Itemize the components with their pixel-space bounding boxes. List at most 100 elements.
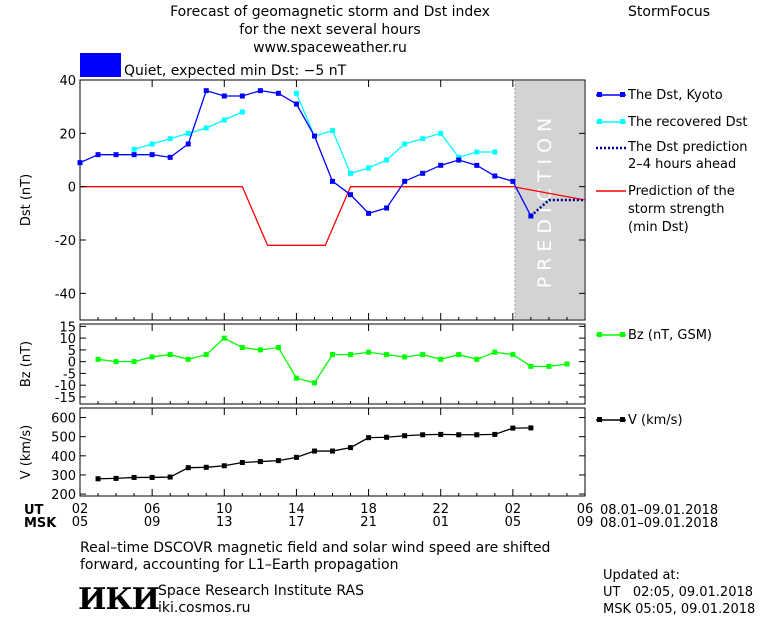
- dst-kyoto-point: [113, 152, 119, 158]
- bz-line: [97, 337, 568, 384]
- bz-point: [366, 349, 372, 355]
- legend-dst-marker: [597, 92, 602, 97]
- recovered-dst-point: [293, 90, 299, 96]
- v-point: [474, 432, 480, 438]
- chart-title: Forecast of geomagnetic storm and Dst in…: [130, 3, 530, 57]
- v-ytick-label: 400: [51, 450, 76, 465]
- dst-kyoto-point: [221, 93, 227, 99]
- ut-tick-label: 02: [505, 502, 522, 517]
- bz-point: [293, 375, 299, 381]
- footer-note-line-1: Real–time DSCOVR magnetic field and sola…: [80, 540, 551, 556]
- recovered-dst-point: [420, 136, 426, 142]
- brand-name: StormFocus: [628, 4, 711, 20]
- recovered-dst-point: [474, 149, 480, 155]
- dst-kyoto-point: [131, 152, 137, 158]
- dst-kyoto-point: [492, 173, 498, 179]
- dst-kyoto-point: [474, 162, 480, 168]
- dst-kyoto-point: [95, 152, 101, 158]
- bz-point: [203, 352, 209, 358]
- v-point: [348, 445, 354, 451]
- bz-point: [311, 380, 317, 386]
- dst-kyoto-point: [456, 157, 462, 163]
- legend-recovered-label: The recovered Dst: [628, 115, 748, 130]
- v-point: [384, 434, 390, 440]
- dst-kyoto-point: [257, 88, 263, 94]
- recovered-dst-point: [149, 141, 155, 147]
- v-point: [95, 476, 101, 482]
- recovered-dst-point: [438, 130, 444, 136]
- ut-axis-label: UT: [24, 503, 44, 518]
- ut-tick-label: 10: [216, 502, 233, 517]
- updated-ut: UT 02:05, 09.01.2018: [603, 585, 754, 600]
- msk-tick-label: 17: [288, 515, 305, 530]
- msk-axis-label: MSK: [24, 516, 57, 531]
- status-text: Quiet, expected min Dst: −5 nT: [124, 63, 347, 79]
- bz-ytick-label: -15: [55, 391, 76, 406]
- recovered-dst-point: [167, 136, 173, 142]
- ut-tick-label: 06: [577, 502, 594, 517]
- prediction-label: PREDICTION: [534, 112, 556, 289]
- iki-logo: ИКИ: [78, 582, 160, 617]
- legend-v-marker: [597, 417, 602, 422]
- dst-kyoto-point: [384, 205, 390, 211]
- dst-ytick-label: 20: [59, 127, 76, 142]
- recovered-dst-point: [185, 130, 191, 136]
- recovered-dst-point: [239, 109, 245, 115]
- title-line-1: Forecast of geomagnetic storm and Dst in…: [170, 4, 490, 20]
- bz-point: [113, 359, 119, 365]
- dst-kyoto-point: [293, 101, 299, 107]
- ut-tick-label: 18: [360, 502, 377, 517]
- dst-kyoto-point: [149, 152, 155, 158]
- legend-svg: [596, 92, 626, 422]
- msk-tick-label: 09: [577, 515, 594, 530]
- recovered-dst-point: [402, 141, 408, 147]
- v-point: [420, 432, 426, 438]
- bz-point: [438, 356, 444, 362]
- footer-note-line-2: forward, accounting for L1–Earth propaga…: [80, 557, 399, 573]
- bz-panel-frame: [79, 323, 586, 405]
- bz-point: [348, 352, 354, 358]
- dst-kyoto-point: [167, 154, 173, 160]
- dst-kyoto-point: [510, 178, 516, 184]
- bz-ytick-label: 10: [59, 332, 76, 347]
- dst-kyoto-line: [79, 89, 532, 217]
- dst-kyoto-point: [402, 178, 408, 184]
- recovered-dst-point: [384, 157, 390, 163]
- bz-point: [275, 345, 281, 351]
- dst-ytick-label: 0: [68, 181, 76, 196]
- legend-pred-label-1: The Dst prediction: [628, 140, 748, 155]
- bz-ytick-label: -5: [63, 367, 76, 382]
- bz-point: [474, 356, 480, 362]
- dst-kyoto-point: [203, 88, 209, 94]
- source-url: www.spaceweather.ru: [253, 40, 407, 56]
- v-ytick-label: 600: [51, 412, 76, 427]
- bz-point: [95, 356, 101, 362]
- dst-ytick-label: -40: [55, 287, 76, 302]
- v-point: [275, 458, 281, 464]
- storm-strength-line: [80, 186, 586, 246]
- ut-tick-label: 14: [288, 502, 305, 517]
- msk-tick-label: 13: [216, 515, 233, 530]
- institute-site: iki.cosmos.ru: [158, 600, 251, 616]
- v-point: [203, 464, 209, 470]
- bz-point: [420, 352, 426, 358]
- ut-tick-label: 02: [72, 502, 89, 517]
- legend-pred-label-2: 2–4 hours ahead: [628, 157, 737, 172]
- institute-name: Space Research Institute RAS: [158, 583, 364, 599]
- v-point: [402, 433, 408, 439]
- v-point: [456, 432, 462, 438]
- bz-point: [239, 345, 245, 351]
- bz-ylabel: Bz (nT): [19, 341, 34, 387]
- bz-point: [510, 352, 516, 358]
- recovered-dst-point: [366, 165, 372, 171]
- v-ytick-label: 500: [51, 431, 76, 446]
- v-point: [131, 474, 137, 480]
- v-point: [293, 454, 299, 460]
- bz-point: [330, 352, 335, 358]
- bz-point: [456, 352, 462, 358]
- v-point: [510, 425, 516, 431]
- bz-ytick-label: 0: [68, 356, 76, 371]
- bz-point: [402, 354, 408, 360]
- v-ytick-label: 300: [51, 469, 76, 484]
